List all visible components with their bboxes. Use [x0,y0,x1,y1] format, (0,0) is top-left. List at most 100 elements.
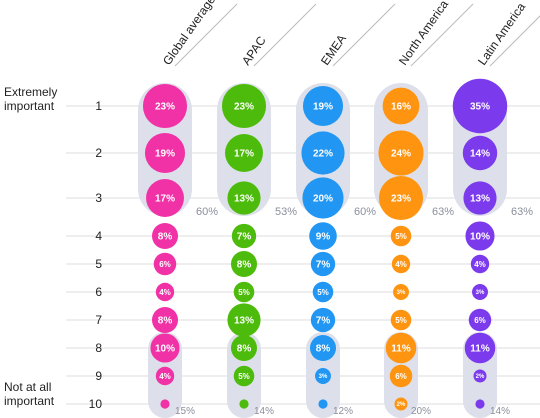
bubble-1-rank-8 [150,333,180,363]
top3-total-2: 53% [275,206,297,218]
header-divider-2 [253,3,317,67]
bubble-2-rank-10 [239,399,249,409]
header-divider-5 [489,15,540,67]
value-label-3-rank-3: 20% [313,194,333,205]
bubble-5-rank-2 [462,135,498,171]
bottom3-total-4: 20% [411,406,431,417]
bubble-4-rank-4 [390,225,412,247]
value-label-1-rank-6: 4% [159,288,171,297]
bubble-4-rank-3 [378,175,424,221]
bubble-5-rank-8 [464,332,496,364]
y-top-label-line-1: Extremely [4,85,57,99]
column-header-3: EMEA [318,32,349,68]
bubble-3-rank-9 [315,368,331,384]
bubble-3-rank-8 [309,334,337,362]
column-header-1: Global average [160,0,218,68]
bubble-2-rank-9 [233,365,255,387]
value-label-2-rank-6: 5% [238,288,250,297]
value-label-1-rank-5: 6% [159,260,171,269]
bubble-3-rank-2 [301,131,345,175]
header-divider-3 [332,3,396,67]
top3-total-3: 60% [354,206,376,218]
bubble-2-rank-2 [225,134,263,172]
bubble-4-rank-8 [385,332,417,364]
rank-label-9: 9 [95,369,102,383]
bubble-4-rank-1 [382,87,420,125]
column-header-2: APAC [239,33,269,67]
value-label-2-rank-9: 5% [238,372,250,381]
value-label-3-rank-5: 7% [316,260,331,271]
bubble-3-rank-5 [310,251,336,277]
bubble-4-rank-9 [389,364,413,388]
value-label-4-rank-10: 2% [397,402,406,408]
value-label-3-rank-9: 3% [319,374,328,380]
value-label-5-rank-9: 2% [476,374,485,380]
bubble-2-rank-7 [227,303,261,337]
bubble-3-rank-3 [302,177,344,219]
value-label-3-rank-8: 8% [316,344,331,355]
bubble-5-rank-7 [468,308,492,332]
bottom3-total-2: 14% [254,406,274,417]
rank-label-7: 7 [95,313,102,327]
bubble-1-rank-1 [142,83,188,129]
bubble-3-rank-4 [309,222,337,250]
bubble-4-rank-5 [391,254,411,274]
value-label-4-rank-9: 6% [395,372,407,381]
labels: Extremely important Not at all important… [4,0,533,417]
top3-total-1: 60% [196,206,218,218]
value-label-5-rank-4: 10% [470,232,490,243]
value-label-5-rank-1: 35% [470,102,490,113]
value-label-3-rank-6: 5% [317,288,329,297]
rank-label-2: 2 [95,146,102,160]
value-label-5-rank-7: 6% [474,316,486,325]
value-label-2-rank-5: 8% [237,260,252,271]
header-divider-1 [174,3,238,67]
bottom3-total-5: 14% [490,406,510,417]
value-label-4-rank-6: 3% [397,290,406,296]
value-label-3-rank-4: 9% [316,232,331,243]
value-label-5-rank-5: 4% [474,260,486,269]
bubble-3-rank-7 [310,307,336,333]
top3-total-4: 63% [432,206,454,218]
value-label-1-rank-3: 17% [155,194,175,205]
value-label-1-rank-2: 19% [155,149,175,160]
bubble-1-rank-7 [151,306,179,334]
value-label-4-rank-7: 5% [395,316,407,325]
bubble-5-rank-10 [475,399,485,409]
rank-label-5: 5 [95,257,102,271]
y-bottom-label-line-2: important [4,394,55,408]
bubble-1-rank-5 [153,252,177,276]
header-divider-4 [410,3,474,67]
bubble-5-rank-1 [452,78,508,134]
bubble-2-rank-3 [227,181,261,215]
value-label-5-rank-2: 14% [470,149,490,160]
value-label-5-rank-6: 3% [476,290,485,296]
value-label-3-rank-2: 22% [313,149,333,160]
bubble-4-rank-2 [378,130,424,176]
value-label-4-rank-2: 24% [391,149,411,160]
bubble-5-rank-5 [470,254,490,274]
value-label-5-rank-8: 11% [470,344,490,355]
value-label-1-rank-9: 4% [159,372,171,381]
bubble-1-rank-3 [146,179,184,217]
bubble-5-rank-9 [473,369,487,383]
bubble-4-rank-10 [394,397,408,411]
rank-label-8: 8 [95,341,102,355]
bubble-5-rank-4 [465,221,495,251]
bubble-1-rank-10 [160,399,170,409]
value-label-3-rank-1: 19% [313,102,333,113]
rank-label-4: 4 [95,229,102,243]
rank-label-1: 1 [95,99,102,113]
rank-label-6: 6 [95,285,102,299]
bubble-3-rank-10 [318,399,328,409]
bubble-2-rank-4 [231,223,257,249]
bubble-5-rank-3 [463,181,497,215]
value-label-4-rank-4: 5% [395,232,407,241]
bubble-4-rank-6 [393,284,409,300]
bottom3-total-1: 15% [175,406,195,417]
value-label-1-rank-4: 8% [158,232,173,243]
value-label-5-rank-3: 13% [470,194,490,205]
bubble-1-rank-4 [151,222,179,250]
bubble-2-rank-1 [221,83,267,129]
